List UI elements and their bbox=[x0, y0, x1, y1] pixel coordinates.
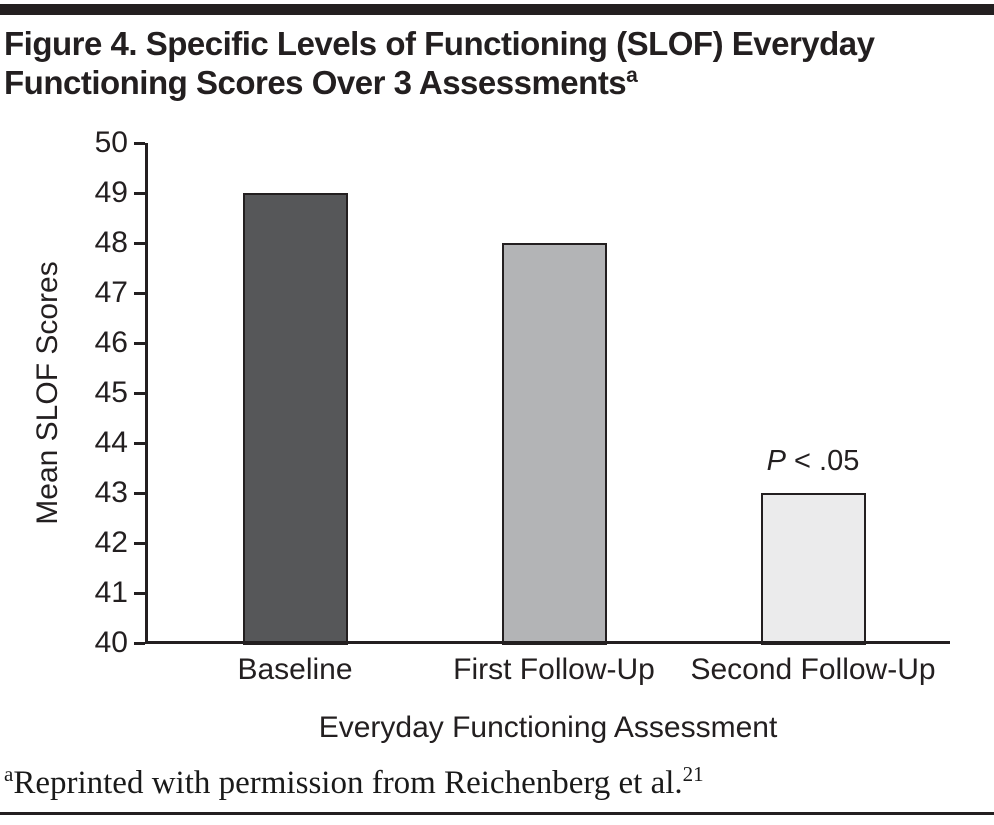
y-tick-label-45: 45 bbox=[94, 376, 128, 409]
bar-second-follow-up bbox=[760, 493, 866, 645]
y-tick-label-41: 41 bbox=[94, 576, 128, 609]
y-tick-mark-46 bbox=[134, 342, 145, 345]
figure-title-line2: Functioning Scores Over 3 Assessments bbox=[4, 64, 627, 101]
y-tick-mark-43 bbox=[134, 492, 145, 495]
y-tick-label-49: 49 bbox=[94, 176, 128, 209]
y-tick-mark-40 bbox=[134, 642, 145, 645]
y-tick-mark-44 bbox=[134, 442, 145, 445]
y-tick-label-46: 46 bbox=[94, 326, 128, 359]
y-tick-mark-42 bbox=[134, 542, 145, 545]
y-tick-label-44: 44 bbox=[94, 426, 128, 459]
y-tick-label-40: 40 bbox=[94, 626, 128, 659]
figure-title: Figure 4. Specific Levels of Functioning… bbox=[4, 24, 988, 102]
y-axis-line bbox=[145, 143, 148, 644]
bottom-rule bbox=[0, 812, 994, 815]
p-value-symbol: P bbox=[766, 445, 786, 477]
y-tick-label-47: 47 bbox=[94, 276, 128, 309]
y-tick-mark-41 bbox=[134, 592, 145, 595]
footnote-text: Reprinted with permission from Reichenbe… bbox=[13, 765, 683, 801]
x-tick-label-second-follow-up: Second Follow-Up bbox=[690, 653, 936, 686]
y-tick-mark-45 bbox=[134, 392, 145, 395]
y-tick-mark-50 bbox=[134, 142, 145, 145]
y-tick-mark-49 bbox=[134, 192, 145, 195]
x-axis-line bbox=[145, 641, 950, 644]
y-tick-label-43: 43 bbox=[94, 476, 128, 509]
x-tick-label-first-follow-up: First Follow-Up bbox=[453, 653, 655, 686]
y-tick-mark-48 bbox=[134, 242, 145, 245]
y-tick-mark-47 bbox=[134, 292, 145, 295]
top-rule bbox=[0, 4, 994, 15]
p-value-annotation: P < .05 bbox=[767, 445, 860, 478]
figure-title-line1: Figure 4. Specific Levels of Functioning… bbox=[4, 25, 875, 62]
x-axis-title: Everyday Functioning Assessment bbox=[318, 711, 778, 744]
p-value-rest: < .05 bbox=[785, 445, 860, 477]
x-tick-label-baseline: Baseline bbox=[237, 653, 353, 686]
footnote: aReprinted with permission from Reichenb… bbox=[4, 763, 988, 803]
y-tick-label-50: 50 bbox=[94, 126, 128, 159]
footnote-reference-number: 21 bbox=[682, 762, 704, 786]
bar-baseline bbox=[242, 193, 348, 645]
bar-first-follow-up bbox=[501, 243, 607, 645]
footnote-marker: a bbox=[4, 762, 14, 786]
y-tick-label-42: 42 bbox=[94, 526, 128, 559]
figure-title-superscript: a bbox=[626, 64, 638, 87]
y-tick-label-48: 48 bbox=[94, 226, 128, 259]
